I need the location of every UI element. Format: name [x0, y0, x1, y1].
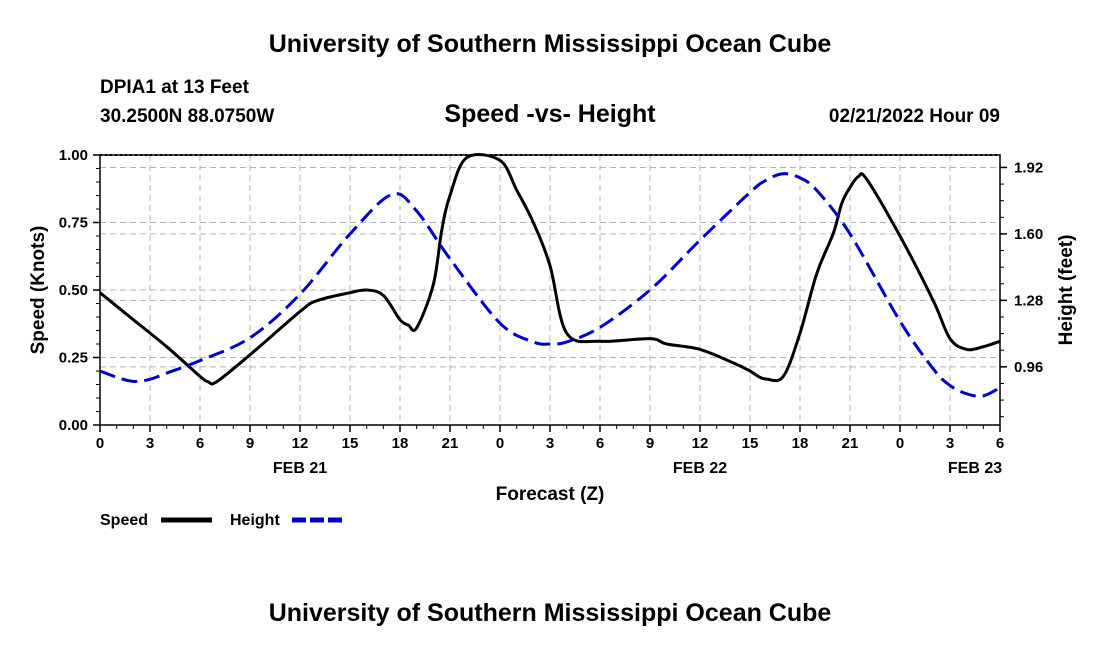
chart-subtitle: Speed -vs- Height	[444, 100, 656, 128]
x-tick-label: 15	[342, 435, 359, 452]
series-line-height	[99, 172, 1001, 398]
forecast-datetime: 02/21/2022 Hour 09	[828, 106, 1000, 127]
grid	[100, 154, 1000, 425]
x-tick-label: 21	[442, 435, 459, 452]
x-tick-label: 9	[246, 435, 254, 452]
y-tick-label: 1.00	[59, 147, 88, 164]
coordinates-label: 30.2500N 88.0750W	[100, 106, 275, 127]
x-tick-label: 15	[742, 435, 759, 452]
station-label: DPIA1 at 13 Feet	[100, 77, 249, 98]
y-tick-label: 0.00	[59, 417, 88, 434]
y2-tick-label: 1.60	[1014, 226, 1043, 243]
x-tick-label: 12	[692, 435, 709, 452]
x-tick-label: 18	[392, 435, 409, 452]
date-label: FEB 22	[673, 460, 727, 477]
x-tick-label: 3	[946, 435, 954, 452]
x-tick-label: 12	[292, 435, 309, 452]
y2-axis-label: Height (feet)	[1056, 235, 1077, 346]
y-tick-label: 0.75	[59, 215, 88, 232]
footer-title: University of Southern Mississippi Ocean…	[268, 599, 832, 627]
x-tick-label: 3	[146, 435, 154, 452]
legend: Speed Height	[100, 512, 342, 529]
y2-tick-label: 1.92	[1014, 159, 1043, 176]
main-title: University of Southern Mississippi Ocean…	[268, 30, 832, 58]
legend-label-height: Height	[230, 512, 280, 529]
x-tick-label: 3	[546, 435, 554, 452]
date-label: FEB 21	[273, 460, 327, 477]
x-tick-label: 6	[596, 435, 604, 452]
x-tick-label: 0	[896, 435, 904, 452]
y-axis-label: Speed (Knots)	[28, 226, 49, 355]
y2-tick-label: 0.96	[1014, 359, 1043, 376]
x-tick-label: 0	[96, 435, 104, 452]
y2-tick-label: 1.28	[1014, 292, 1043, 309]
x-tick-label: 21	[842, 435, 859, 452]
axis-ticks: 0 3 6 9 12 15 18 21 0 3 6 9 12 15 18 21 0 3 6 FEB 21 FEB 22 F…	[59, 147, 1043, 477]
series-layer	[99, 153, 1001, 398]
y-tick-label: 0.50	[59, 282, 88, 299]
date-label: FEB 23	[948, 460, 1002, 477]
y-tick-label: 0.25	[59, 350, 88, 367]
x-tick-label: 6	[196, 435, 204, 452]
x-tick-label: 6	[996, 435, 1004, 452]
x-tick-label: 18	[792, 435, 809, 452]
legend-label-speed: Speed	[100, 512, 148, 529]
x-axis-label: Forecast (Z)	[496, 484, 605, 505]
x-tick-label: 0	[496, 435, 504, 452]
series-line-speed	[99, 153, 1001, 386]
x-tick-label: 9	[646, 435, 654, 452]
